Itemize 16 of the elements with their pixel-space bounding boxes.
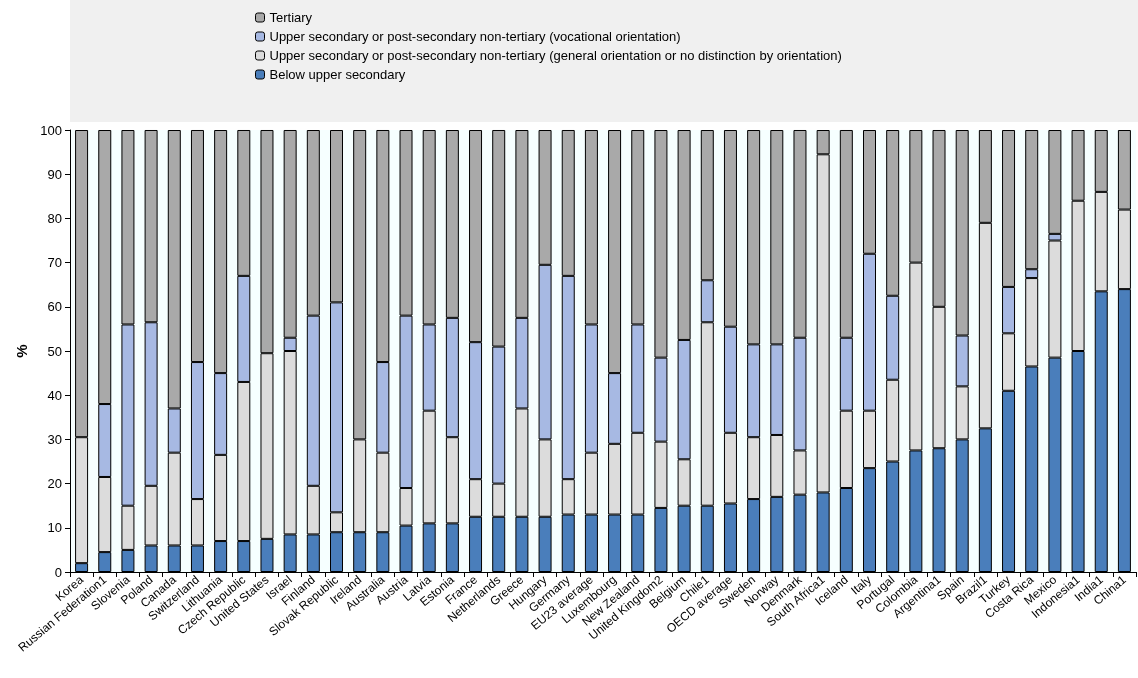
y-axis-title: % [13, 344, 31, 358]
y-tick-label: 10 [47, 520, 62, 536]
y-tick-label: 70 [47, 255, 62, 271]
y-tick-label: 50 [47, 343, 62, 359]
legend-label: Below upper secondary [269, 67, 406, 82]
legend-label: Upper secondary or post-secondary non-tertiary (vocational orientation) [269, 29, 681, 44]
legend-label: Upper secondary or post-secondary non-tertiary (general orientation or no distinction by orientation) [269, 48, 842, 63]
legend-label: Tertiary [269, 10, 313, 25]
y-tick-label: 80 [47, 210, 62, 226]
y-tick-label: 20 [47, 476, 62, 492]
y-tick-label: 100 [40, 122, 62, 138]
y-tick-label: 40 [47, 387, 62, 403]
y-tick-label: 0 [54, 564, 62, 580]
y-tick-label: 30 [47, 431, 62, 447]
y-tick-label: 90 [47, 166, 62, 182]
y-tick-label: 60 [47, 299, 62, 315]
